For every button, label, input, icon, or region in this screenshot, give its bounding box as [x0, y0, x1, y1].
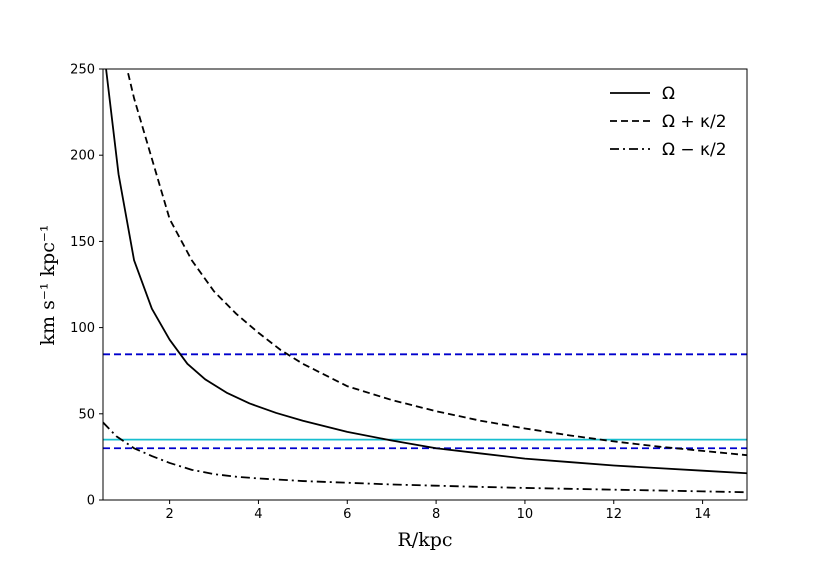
series-line-1: [126, 69, 747, 457]
series-line-2: [103, 421, 747, 494]
x-tick-label-4: 10: [517, 507, 534, 522]
x-tick-label-3: 8: [432, 507, 440, 522]
y-tick-label-0: 0: [87, 494, 95, 509]
x-tick-label-5: 12: [605, 507, 622, 522]
y-axis-label: km s⁻¹ kpc⁻¹: [37, 225, 59, 346]
y-tick-label-5: 250: [70, 63, 95, 78]
legend-label-1: Ω + κ/2: [662, 112, 727, 132]
y-tick-label-4: 200: [70, 149, 95, 164]
x-tick-label-0: 2: [165, 507, 173, 522]
legend: Ω Ω + κ/2 Ω − κ/2: [610, 84, 727, 160]
plot-frame: [102, 68, 748, 501]
y-tick-label-1: 50: [78, 407, 95, 422]
x-tick-label-6: 14: [694, 507, 711, 522]
x-tick-label-2: 6: [343, 507, 351, 522]
legend-label-2: Ω − κ/2: [662, 140, 727, 160]
y-tick-label-2: 100: [70, 321, 95, 336]
axes: 2 4 6 8 10 12 14 0 50 100 150 200 250: [70, 63, 711, 523]
legend-label-0: Ω: [662, 84, 675, 104]
series-line-0: [105, 69, 747, 475]
plot-data-layer: [103, 69, 747, 494]
y-tick-label-3: 150: [70, 235, 95, 250]
x-tick-label-1: 4: [254, 507, 262, 522]
x-axis-label: R/kpc: [397, 529, 452, 551]
